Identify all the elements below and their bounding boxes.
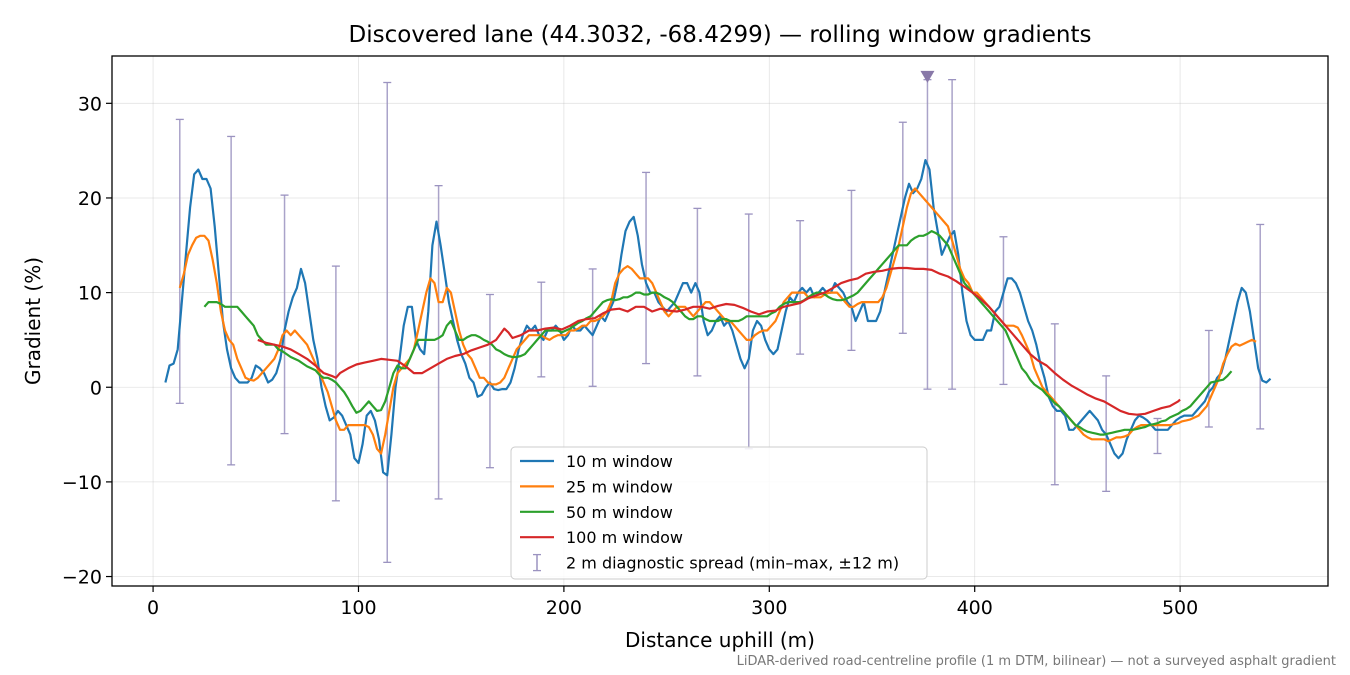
y-tick-label: −10 (62, 472, 102, 494)
y-tick-label: 20 (78, 188, 102, 210)
x-axis-label: Distance uphill (m) (625, 628, 815, 652)
peak-marker-group (920, 70, 935, 83)
series-line-50-m-window (203, 230, 1233, 436)
legend: 10 m window 25 m window 50 m window 100 m w… (510, 446, 928, 580)
series-lines (164, 159, 1272, 477)
y-axis-label: Gradient (%) (21, 257, 45, 385)
legend-box (510, 446, 928, 580)
peak-marker (920, 70, 935, 83)
x-axis-ticks: 0 100 200 300 400 500 (147, 586, 1198, 619)
grid-lines (112, 56, 1328, 586)
y-tick-label: −20 (62, 567, 102, 589)
x-tick-label: 200 (546, 597, 582, 619)
footnote: LiDAR-derived road-centreline profile (1… (737, 654, 1336, 669)
x-tick-label: 300 (751, 597, 787, 619)
legend-label: 50 m window (566, 503, 673, 522)
y-tick-label: 30 (78, 93, 102, 115)
x-tick-label: 400 (957, 597, 993, 619)
series-line-10-m-window (164, 159, 1272, 477)
plot-frame (111, 55, 1329, 587)
y-tick-label: 0 (90, 377, 102, 399)
y-axis-ticks: −20 −10 0 10 20 30 (62, 93, 112, 589)
legend-label: 2 m diagnostic spread (min–max, ±12 m) (566, 554, 899, 573)
chart-title: Discovered lane (44.3032, -68.4299) — ro… (349, 22, 1092, 48)
x-tick-label: 0 (147, 597, 159, 619)
series-line-100-m-window (257, 266, 1181, 416)
x-tick-label: 500 (1162, 597, 1198, 619)
legend-label: 25 m window (566, 477, 673, 496)
y-tick-label: 10 (78, 283, 102, 305)
legend-label: 10 m window (566, 452, 673, 471)
legend-label: 100 m window (566, 528, 683, 547)
x-tick-label: 100 (340, 597, 376, 619)
